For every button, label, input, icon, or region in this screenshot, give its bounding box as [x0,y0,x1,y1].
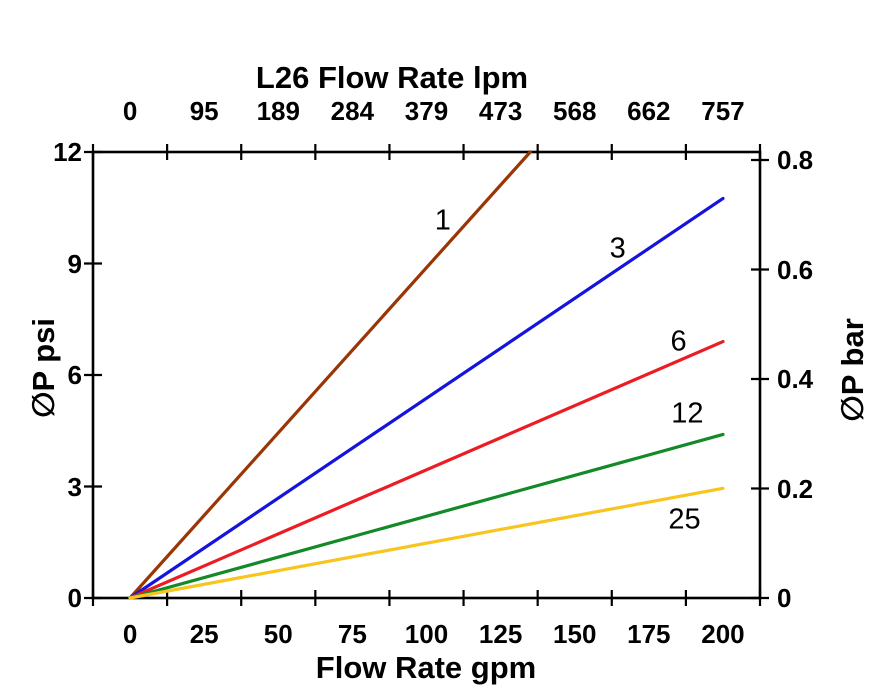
x-top-tick-label: 0 [122,96,138,126]
chart-title: L26 Flow Rate lpm [255,60,529,95]
x-bottom-tick-label: 50 [263,619,293,649]
x-bottom-tick-label: 25 [189,619,219,649]
x-top-tick-label: 757 [701,96,745,126]
x-top-tick-label: 379 [404,96,449,126]
x-top-tick-label: 189 [256,96,300,126]
curve-25 [128,486,725,600]
x-top-tick-label: 473 [478,96,523,126]
x-top-tick-label: 95 [189,96,219,126]
y-left-tick-label: 12 [53,137,82,167]
curve-label-1: 1 [434,204,451,237]
curve-label-12: 12 [671,397,704,430]
x-bottom-tick-label: 150 [553,619,597,649]
x-axis-bottom-title: Flow Rate gpm [315,650,537,685]
curve-label-25: 25 [668,503,701,536]
curve-1 [128,150,532,600]
x-top-tick-label: 284 [330,96,375,126]
curve-12 [128,432,725,600]
y-left-tick-label: 0 [67,583,82,613]
y-left-tick-label: 6 [67,360,82,390]
y-left-tick-label: 3 [67,471,82,502]
y-right-tick-label: 0 [777,583,792,613]
curve-label-6: 6 [670,325,687,358]
x-top-tick-label: 662 [627,96,671,126]
x-bottom-tick-label: 200 [701,619,745,649]
curve-6 [128,339,725,600]
y-left-tick-label: 9 [67,248,82,279]
x-bottom-tick-label: 75 [337,619,367,649]
y-right-tick-label: 0.2 [777,473,814,504]
y-right-tick-label: 0.6 [777,254,814,285]
plot-frame [91,150,762,600]
x-bottom-tick-label: 100 [404,619,449,649]
y-right-tick-label: 0.8 [777,145,814,175]
y-right-tick-label: 0.4 [777,364,814,394]
x-bottom-tick-label: 125 [478,619,523,649]
curve-3 [128,196,725,600]
x-top-tick-label: 568 [553,96,597,126]
x-bottom-tick-label: 175 [627,619,671,649]
curve-label-3: 3 [609,232,626,265]
x-bottom-tick-label: 0 [122,619,138,649]
